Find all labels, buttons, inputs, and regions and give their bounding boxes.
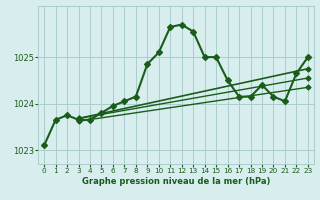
X-axis label: Graphe pression niveau de la mer (hPa): Graphe pression niveau de la mer (hPa): [82, 177, 270, 186]
